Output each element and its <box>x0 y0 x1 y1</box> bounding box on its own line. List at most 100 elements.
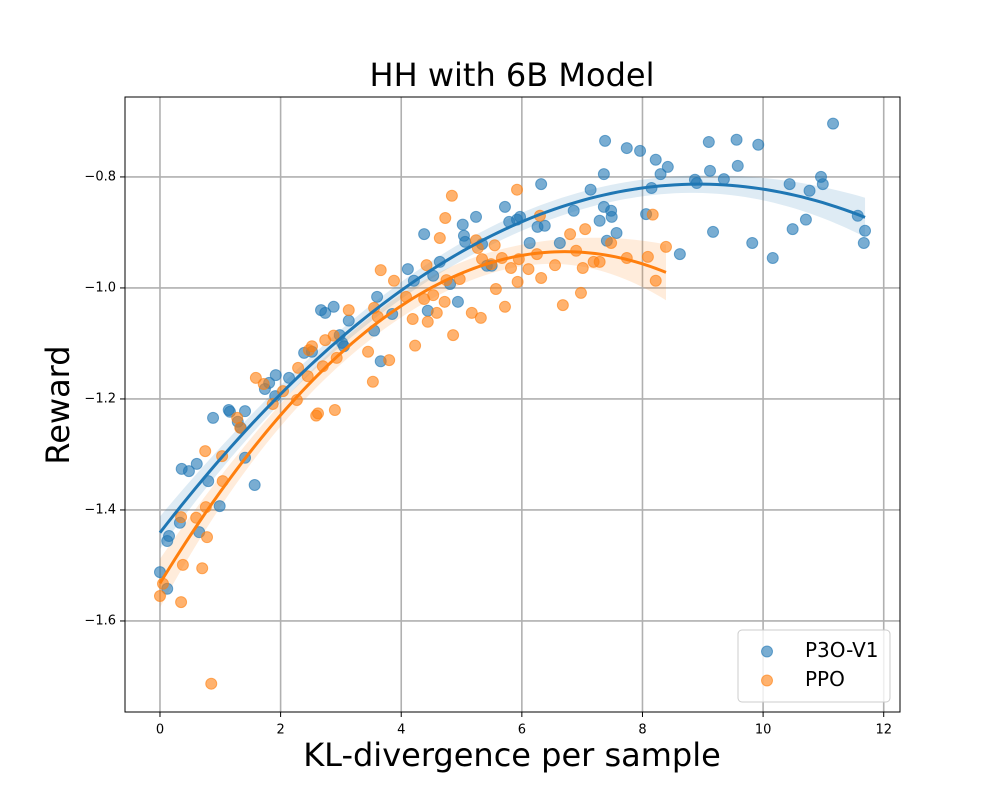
point <box>374 264 387 277</box>
point <box>366 375 379 388</box>
point <box>153 589 166 602</box>
point <box>319 306 332 319</box>
axes: 0 2 4 6 8 10 12 −1.6 −1.4 −1.2 −1.0 −0.8 <box>84 96 901 738</box>
x-tick-label: 8 <box>638 723 646 738</box>
legend: P3O-V1 PPO <box>737 629 891 703</box>
point <box>857 236 870 249</box>
point <box>752 138 765 151</box>
point <box>474 311 487 324</box>
point <box>673 248 686 261</box>
legend-label: P3O-V1 <box>805 638 879 662</box>
point <box>707 225 720 238</box>
point <box>387 274 400 287</box>
point <box>504 261 517 274</box>
point <box>599 134 612 147</box>
point <box>549 259 562 272</box>
legend-marker <box>761 674 773 687</box>
point <box>451 295 464 308</box>
point <box>362 345 375 358</box>
point <box>327 329 340 342</box>
chart-title: HH with 6B Model <box>370 56 655 94</box>
point <box>327 300 340 313</box>
confidence-bands <box>159 175 866 608</box>
confidence-band <box>159 237 666 608</box>
point <box>717 173 730 186</box>
point <box>488 239 501 252</box>
y-tick-label: −1.6 <box>84 613 116 628</box>
point <box>190 457 203 470</box>
point <box>234 421 247 434</box>
point <box>231 411 244 424</box>
point <box>649 153 662 166</box>
point <box>579 223 592 236</box>
point <box>593 214 606 227</box>
point <box>182 465 195 478</box>
point <box>605 210 618 223</box>
grid <box>125 97 900 712</box>
point <box>175 596 188 609</box>
point <box>430 306 443 319</box>
point <box>641 250 654 263</box>
point <box>659 240 672 253</box>
point <box>207 411 220 424</box>
point <box>730 133 743 146</box>
x-tick-label: 2 <box>276 723 284 738</box>
point <box>816 178 829 191</box>
point <box>248 478 261 491</box>
x-tick-label: 0 <box>156 723 164 738</box>
point <box>199 445 212 458</box>
point <box>470 210 483 223</box>
x-axis-label: KL-divergence per sample <box>303 736 721 774</box>
point <box>383 354 396 367</box>
y-tick-label: −0.8 <box>84 169 116 184</box>
point <box>511 183 524 196</box>
point <box>409 339 422 352</box>
point <box>371 290 384 303</box>
y-tick-label: −1.4 <box>84 502 116 517</box>
point <box>465 306 478 319</box>
point <box>301 370 314 383</box>
point <box>567 204 580 217</box>
point <box>456 218 469 231</box>
point <box>584 183 597 196</box>
point <box>766 251 779 264</box>
point <box>163 530 176 543</box>
point <box>535 178 548 191</box>
point <box>401 263 414 276</box>
y-axis-label: Reward <box>39 345 77 464</box>
point <box>420 259 433 272</box>
point <box>239 405 252 418</box>
point <box>610 226 623 239</box>
point <box>799 213 812 226</box>
point <box>576 261 589 274</box>
fit-lines <box>158 182 866 585</box>
point <box>283 371 296 384</box>
point <box>535 271 548 284</box>
point <box>597 168 610 181</box>
point <box>418 228 431 241</box>
point <box>661 160 674 173</box>
point <box>634 144 647 157</box>
point <box>556 299 569 312</box>
regression-line <box>158 250 667 585</box>
x-tick-label: 4 <box>397 723 405 738</box>
point <box>654 168 667 181</box>
point <box>311 407 324 420</box>
point <box>445 189 458 202</box>
points <box>153 117 872 690</box>
point <box>498 200 511 213</box>
point <box>175 511 188 524</box>
x-tick-label: 10 <box>755 723 772 738</box>
x-tick-label: 6 <box>518 723 526 738</box>
point <box>538 219 551 232</box>
legend-marker <box>761 645 773 658</box>
point <box>786 223 799 236</box>
point <box>574 286 587 299</box>
point <box>213 500 226 513</box>
point <box>498 300 511 313</box>
point <box>257 377 270 390</box>
point <box>438 295 451 308</box>
point <box>620 142 633 155</box>
point <box>447 329 460 342</box>
point <box>731 159 744 172</box>
